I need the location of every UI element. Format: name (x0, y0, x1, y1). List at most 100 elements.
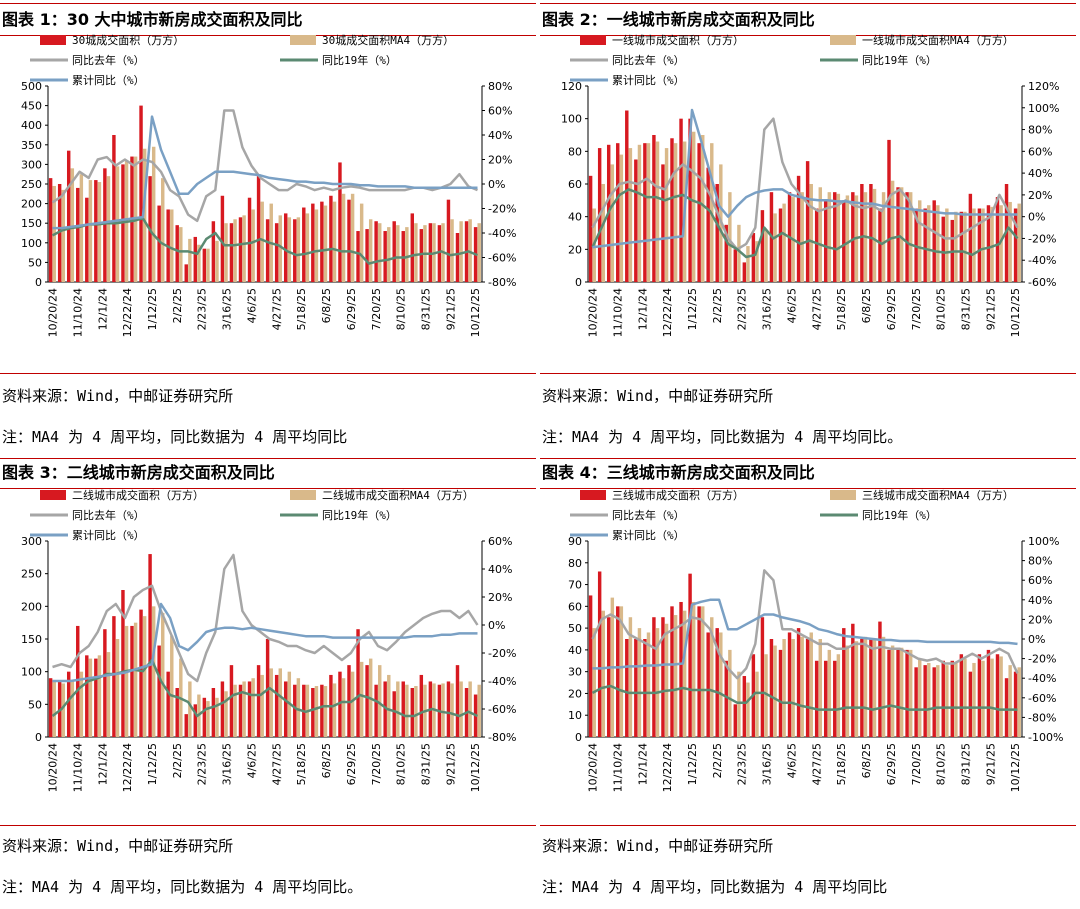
bar-volume (256, 176, 261, 282)
chart-title: 图表 2：一线城市新房成交面积及同比 (542, 10, 815, 29)
bar-ma4 (97, 182, 102, 282)
panel-title-rule (0, 488, 536, 489)
bar-volume (887, 649, 891, 737)
bar-ma4 (251, 209, 255, 282)
bar-volume (94, 180, 98, 282)
bar-volume (842, 200, 846, 282)
bar-ma4 (296, 217, 301, 282)
source-note: 资料来源：Wind，中邮证券研究所 (542, 387, 774, 405)
bar-ma4 (800, 192, 804, 282)
bar-ma4 (655, 628, 660, 737)
chart-canvas: 30城成交面积（万方） 30城成交面积MA4（万方） 同比去年（%） 同比19年（%）… (21, 33, 516, 337)
bar-volume (365, 665, 369, 737)
bar-ma4 (890, 645, 895, 737)
bar-volume (688, 573, 692, 737)
bar-ma4 (927, 662, 931, 737)
bar-volume (265, 219, 270, 282)
bar-ma4 (368, 219, 373, 282)
bar-ma4 (836, 193, 841, 282)
bar-volume (48, 678, 53, 737)
x-tick-label: 5/18/25 (295, 743, 308, 785)
bar-volume (103, 629, 107, 737)
bar-volume (48, 178, 53, 282)
x-tick-label: 10/12/25 (1009, 743, 1022, 792)
y-right-tick-label: 0% (1028, 633, 1045, 646)
bar-volume (796, 628, 801, 737)
bar-ma4 (61, 683, 65, 737)
bar-ma4 (863, 636, 868, 737)
bar-ma4 (88, 180, 93, 282)
legend-label: 一线城市成交面积（万方） (612, 33, 744, 47)
bar-ma4 (106, 176, 111, 282)
y-right-tick-label: 40% (488, 563, 512, 576)
bar-ma4 (908, 649, 913, 737)
x-tick-label: 5/18/25 (835, 743, 848, 785)
bar-ma4 (963, 211, 967, 282)
bar-ma4 (655, 141, 660, 282)
bar-ma4 (619, 606, 624, 737)
y-right-tick-label: 20% (1028, 613, 1052, 626)
bar-ma4 (845, 195, 850, 282)
bar-ma4 (124, 625, 129, 737)
bar-ma4 (242, 681, 246, 737)
source-note: 资料来源：Wind，中邮证券研究所 (542, 837, 774, 855)
y-left-tick-label: 90 (568, 535, 582, 548)
bar-volume (833, 192, 837, 282)
bar-volume (283, 681, 288, 737)
bar-volume (1013, 671, 1018, 737)
bar-ma4 (1017, 203, 1021, 282)
bar-volume (625, 110, 629, 282)
footnote: 注：MA4 为 4 周平均，同比数据为 4 周平均同比。 (2, 878, 363, 896)
bar-volume (706, 632, 710, 737)
bar-volume (814, 660, 819, 737)
bar-volume (860, 184, 864, 282)
x-tick-label: 9/21/25 (444, 743, 457, 785)
bar-ma4 (737, 671, 741, 737)
bar-ma4 (619, 154, 624, 282)
bar-volume (959, 211, 964, 282)
bar-volume (742, 676, 747, 737)
bar-volume (751, 233, 756, 282)
series-line-4 (592, 108, 1018, 249)
bar-volume (995, 654, 1000, 737)
x-tick-label: 4/6/25 (245, 743, 258, 778)
bar-ma4 (809, 184, 813, 282)
y-left-tick-label: 40 (568, 644, 582, 657)
bar-ma4 (682, 610, 687, 737)
legend-label: 同比去年（%） (612, 508, 685, 522)
legend-label: 二线城市成交面积（万方） (72, 488, 204, 502)
bar-ma4 (827, 649, 832, 737)
bar-ma4 (1017, 667, 1021, 737)
bar-volume (419, 674, 424, 737)
x-tick-label: 1/12/25 (146, 288, 159, 330)
legend-label: 30城成交面积MA4（万方） (322, 33, 454, 47)
bar-volume (923, 208, 927, 282)
bar-ma4 (945, 208, 949, 282)
x-tick-label: 3/16/25 (761, 743, 774, 785)
bar-ma4 (179, 227, 183, 282)
bar-ma4 (845, 645, 850, 737)
bar-ma4 (260, 674, 264, 737)
bar-volume (455, 233, 460, 282)
bar-ma4 (809, 632, 813, 737)
y-right-tick-label: 0% (488, 178, 505, 191)
panel-bottom-rule (540, 373, 1076, 374)
bar-ma4 (999, 656, 1003, 737)
bar-volume (778, 649, 783, 737)
bar-ma4 (206, 701, 210, 737)
bar-ma4 (936, 205, 940, 282)
x-tick-label: 12/1/24 (636, 288, 649, 330)
bar-volume (887, 139, 891, 282)
y-left-tick-label: 100 (21, 237, 42, 250)
panel-top-rule (540, 458, 1076, 459)
bar-volume (392, 691, 396, 737)
bar-volume (634, 639, 638, 737)
bar-volume (256, 665, 261, 737)
y-left-tick-label: 30 (568, 666, 582, 679)
x-tick-label: 12/22/24 (121, 743, 134, 792)
bar-volume (410, 213, 415, 282)
bar-ma4 (242, 215, 246, 282)
legend-swatch (830, 35, 856, 45)
bar-volume (247, 197, 252, 282)
panel-bottom-rule (0, 825, 536, 826)
